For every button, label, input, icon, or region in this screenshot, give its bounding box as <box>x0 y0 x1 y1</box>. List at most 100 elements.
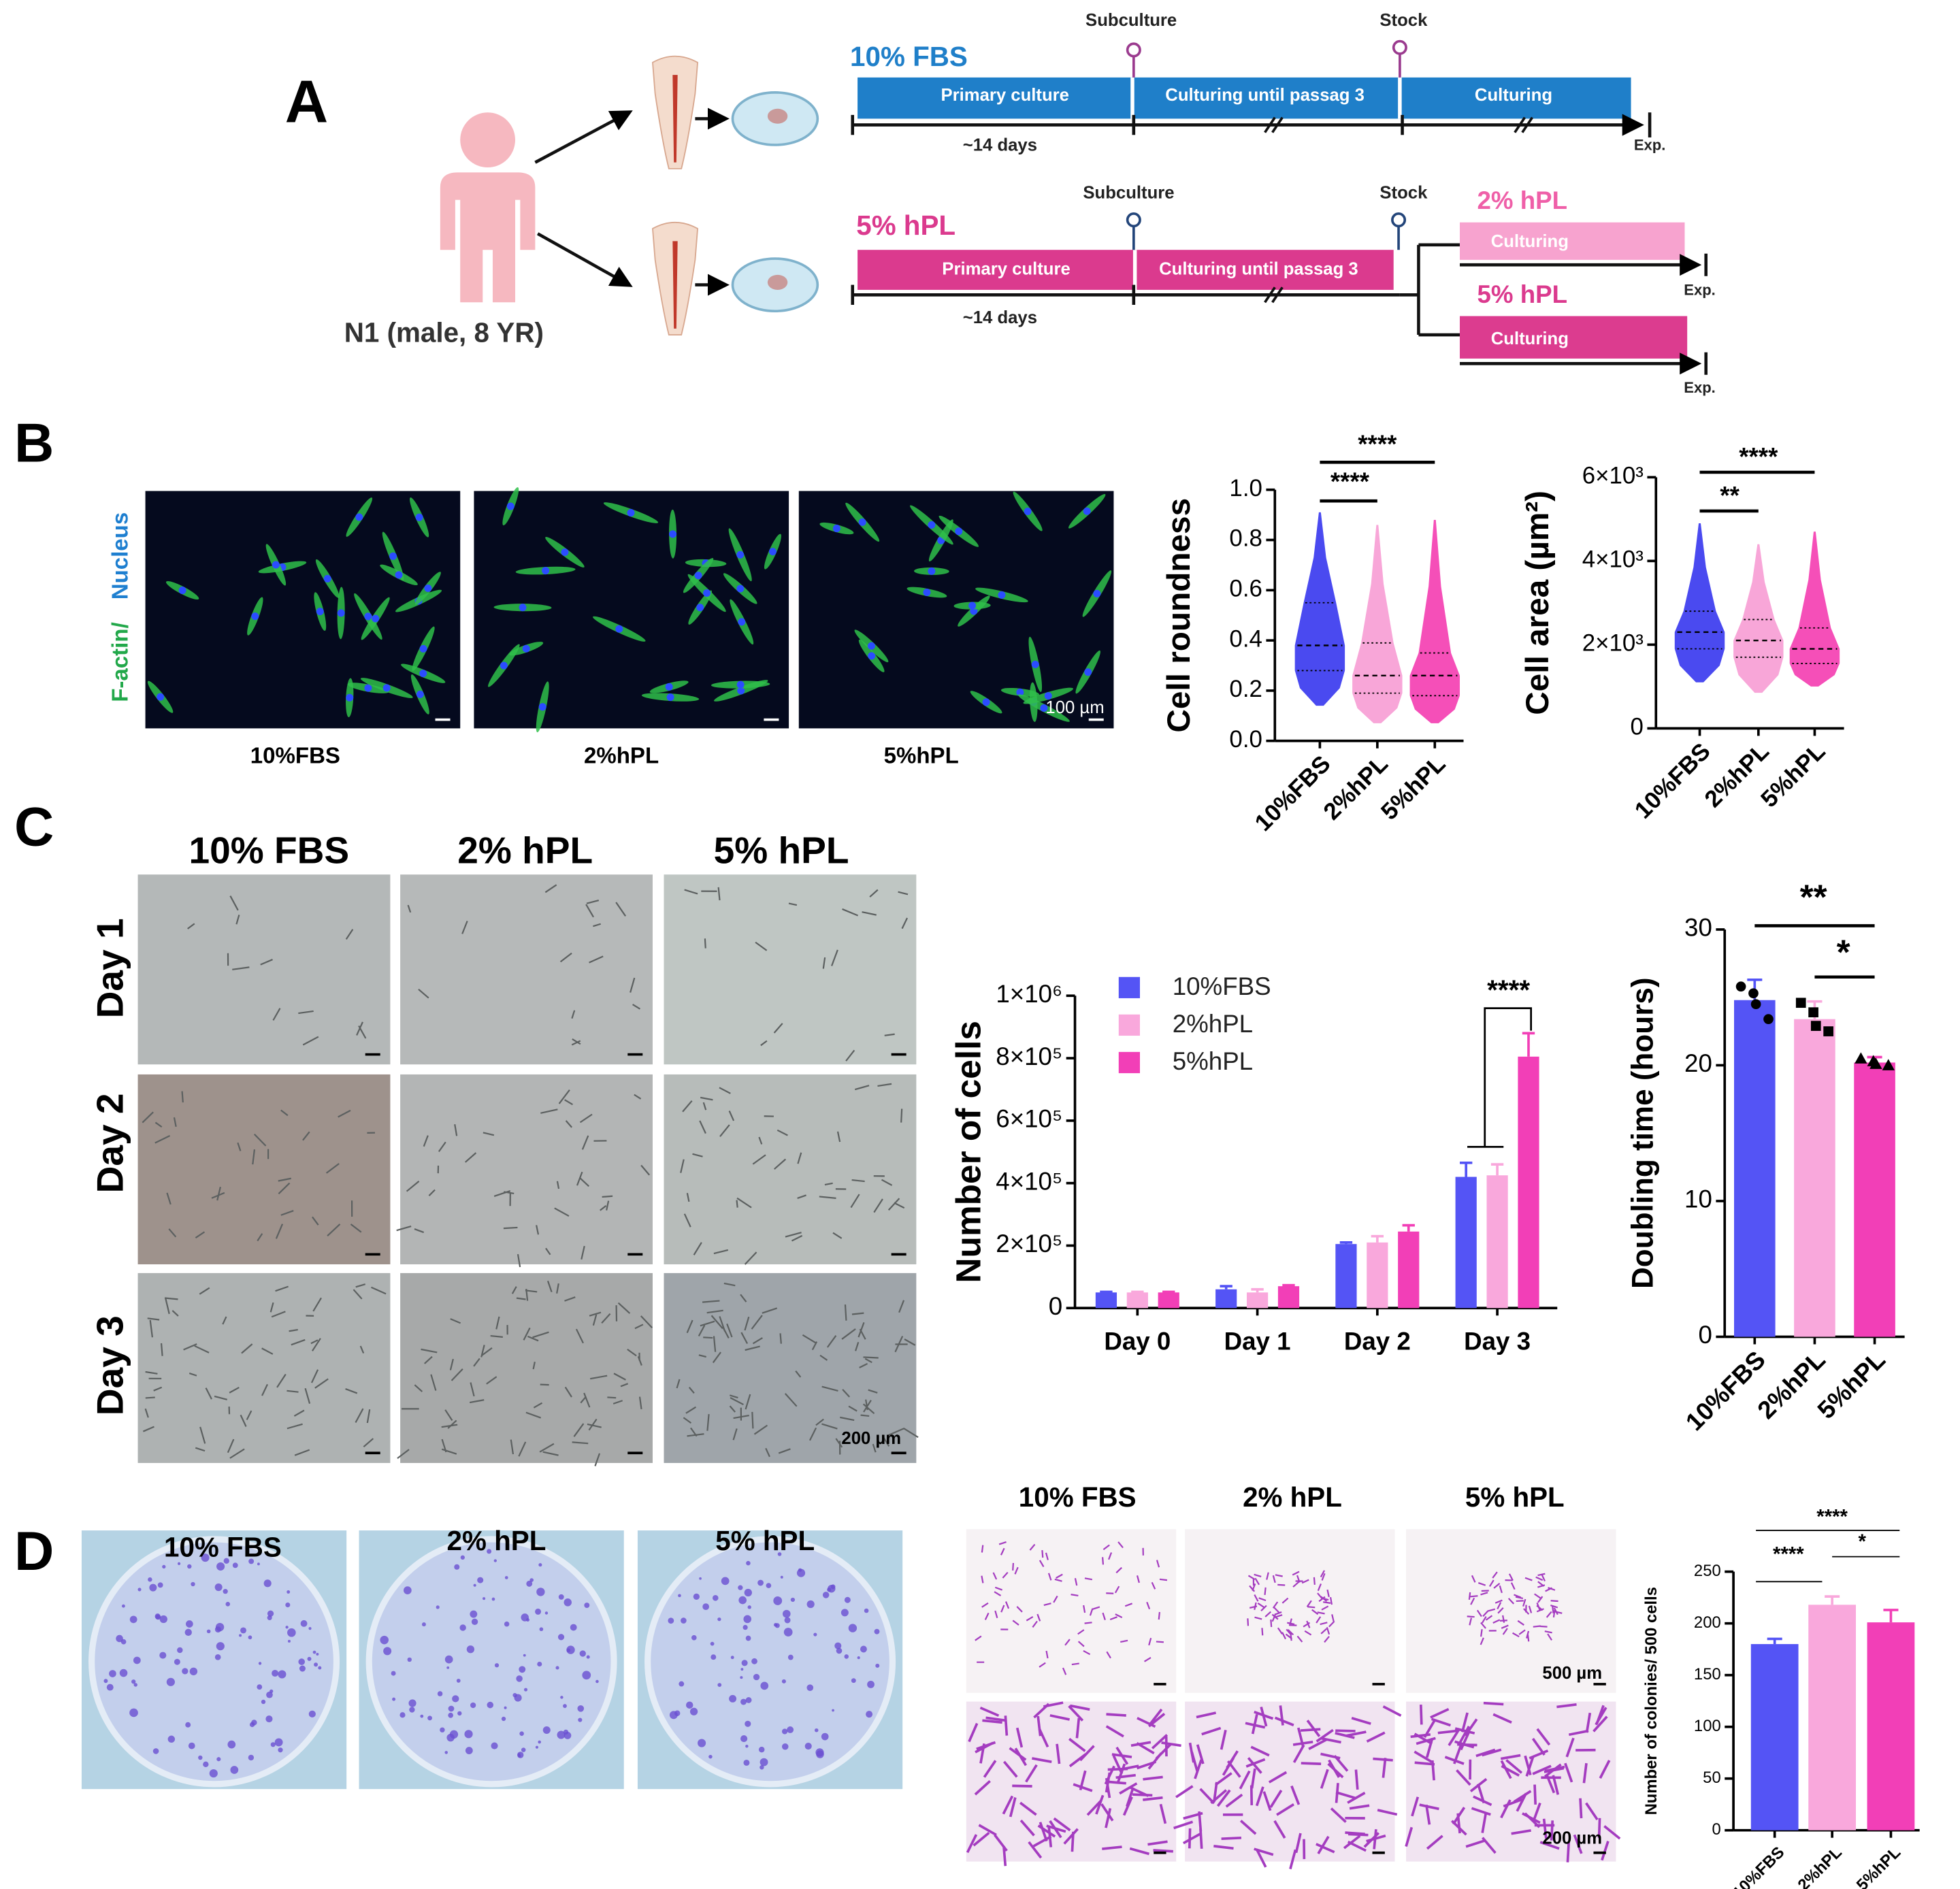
cell <box>1483 1701 1504 1706</box>
cell <box>1156 1641 1164 1643</box>
colony <box>577 1705 585 1712</box>
cell <box>1188 1742 1195 1763</box>
cell <box>1539 1841 1560 1850</box>
cell <box>1306 1720 1321 1737</box>
cell <box>894 1202 905 1209</box>
cell <box>173 1117 177 1128</box>
cell <box>638 1396 642 1409</box>
cell <box>1249 1585 1256 1592</box>
y-tick-label: 2×10³ <box>1582 630 1644 657</box>
cell <box>1597 1818 1601 1839</box>
cell <box>304 1387 311 1405</box>
cell <box>777 1129 788 1136</box>
colony <box>137 1588 142 1592</box>
cell <box>744 1251 757 1265</box>
colony <box>119 1669 128 1677</box>
cell <box>564 1099 573 1106</box>
cell <box>1316 1728 1334 1743</box>
cell <box>1501 1764 1520 1777</box>
bar <box>1750 1644 1799 1830</box>
cell <box>713 1336 717 1352</box>
cell <box>1112 1755 1124 1775</box>
colony <box>535 1745 539 1749</box>
nucleus <box>323 574 331 582</box>
cell <box>873 1198 883 1213</box>
y-tick-label: 0 <box>1698 1321 1712 1349</box>
cell <box>149 1319 153 1338</box>
colony <box>777 1552 782 1556</box>
colony <box>427 1715 432 1721</box>
colony <box>198 1755 203 1760</box>
colony <box>446 1666 450 1669</box>
colony <box>747 1605 751 1609</box>
colony <box>689 1707 698 1715</box>
cell <box>1505 1759 1523 1774</box>
cell <box>1414 1750 1433 1763</box>
cell <box>1000 1605 1005 1613</box>
row-label: Day 2 <box>88 1093 131 1193</box>
nucleus <box>506 502 514 510</box>
cell <box>565 1120 573 1128</box>
colony <box>851 1678 856 1683</box>
cell <box>698 1324 706 1336</box>
cell <box>1266 1572 1269 1580</box>
nucleus <box>736 551 745 559</box>
data-point <box>1735 981 1746 992</box>
cell <box>261 1347 274 1355</box>
cell <box>640 1315 653 1329</box>
colony <box>120 1639 127 1645</box>
cell <box>144 1408 149 1418</box>
cell <box>280 1109 289 1117</box>
medium: 2% hPL <box>1477 186 1568 214</box>
cell <box>564 1386 572 1398</box>
cell <box>1318 1596 1326 1603</box>
panel-label: A <box>285 67 329 135</box>
colony <box>466 1645 475 1654</box>
cell <box>222 1316 227 1325</box>
cell <box>454 1123 458 1136</box>
legend-label: 10%FBS <box>1173 972 1271 1000</box>
duration: ~14 days <box>963 136 1037 155</box>
cell <box>1056 1573 1063 1579</box>
colony <box>866 1711 873 1718</box>
colony <box>203 1761 209 1767</box>
cell <box>1469 1617 1473 1626</box>
cell <box>486 1376 497 1385</box>
cell <box>983 1760 997 1778</box>
colony <box>116 1635 123 1643</box>
cell <box>470 1382 475 1397</box>
cell <box>1456 1769 1471 1786</box>
cell <box>1247 1575 1256 1580</box>
cell <box>199 1287 210 1295</box>
colony <box>781 1743 789 1750</box>
cell <box>1411 1796 1420 1817</box>
nucleus <box>736 585 745 593</box>
cell <box>355 1408 364 1424</box>
medium: 5% hPL <box>856 210 956 241</box>
cell <box>1329 1596 1333 1605</box>
colony <box>860 1645 867 1653</box>
cell <box>532 1362 536 1370</box>
cell <box>327 1223 341 1237</box>
cell <box>1105 1725 1124 1738</box>
cell <box>1515 1596 1524 1600</box>
cell <box>588 1418 598 1431</box>
data-point <box>1869 1057 1882 1069</box>
colony <box>477 1577 484 1583</box>
cell <box>719 1087 731 1094</box>
cell <box>686 1193 690 1202</box>
cell <box>1382 1758 1387 1778</box>
colony <box>491 1742 498 1750</box>
medium: 10% FBS <box>850 41 968 72</box>
colony <box>448 1705 455 1712</box>
significance: **** <box>1487 974 1530 1005</box>
cell <box>397 1449 410 1459</box>
colony <box>558 1594 564 1600</box>
cell <box>788 902 798 906</box>
colony <box>225 1602 231 1607</box>
cell <box>831 949 838 966</box>
stain: F-actin/ <box>108 622 133 702</box>
nucleus <box>968 602 977 610</box>
colony <box>745 1720 751 1727</box>
colony <box>257 1684 263 1690</box>
